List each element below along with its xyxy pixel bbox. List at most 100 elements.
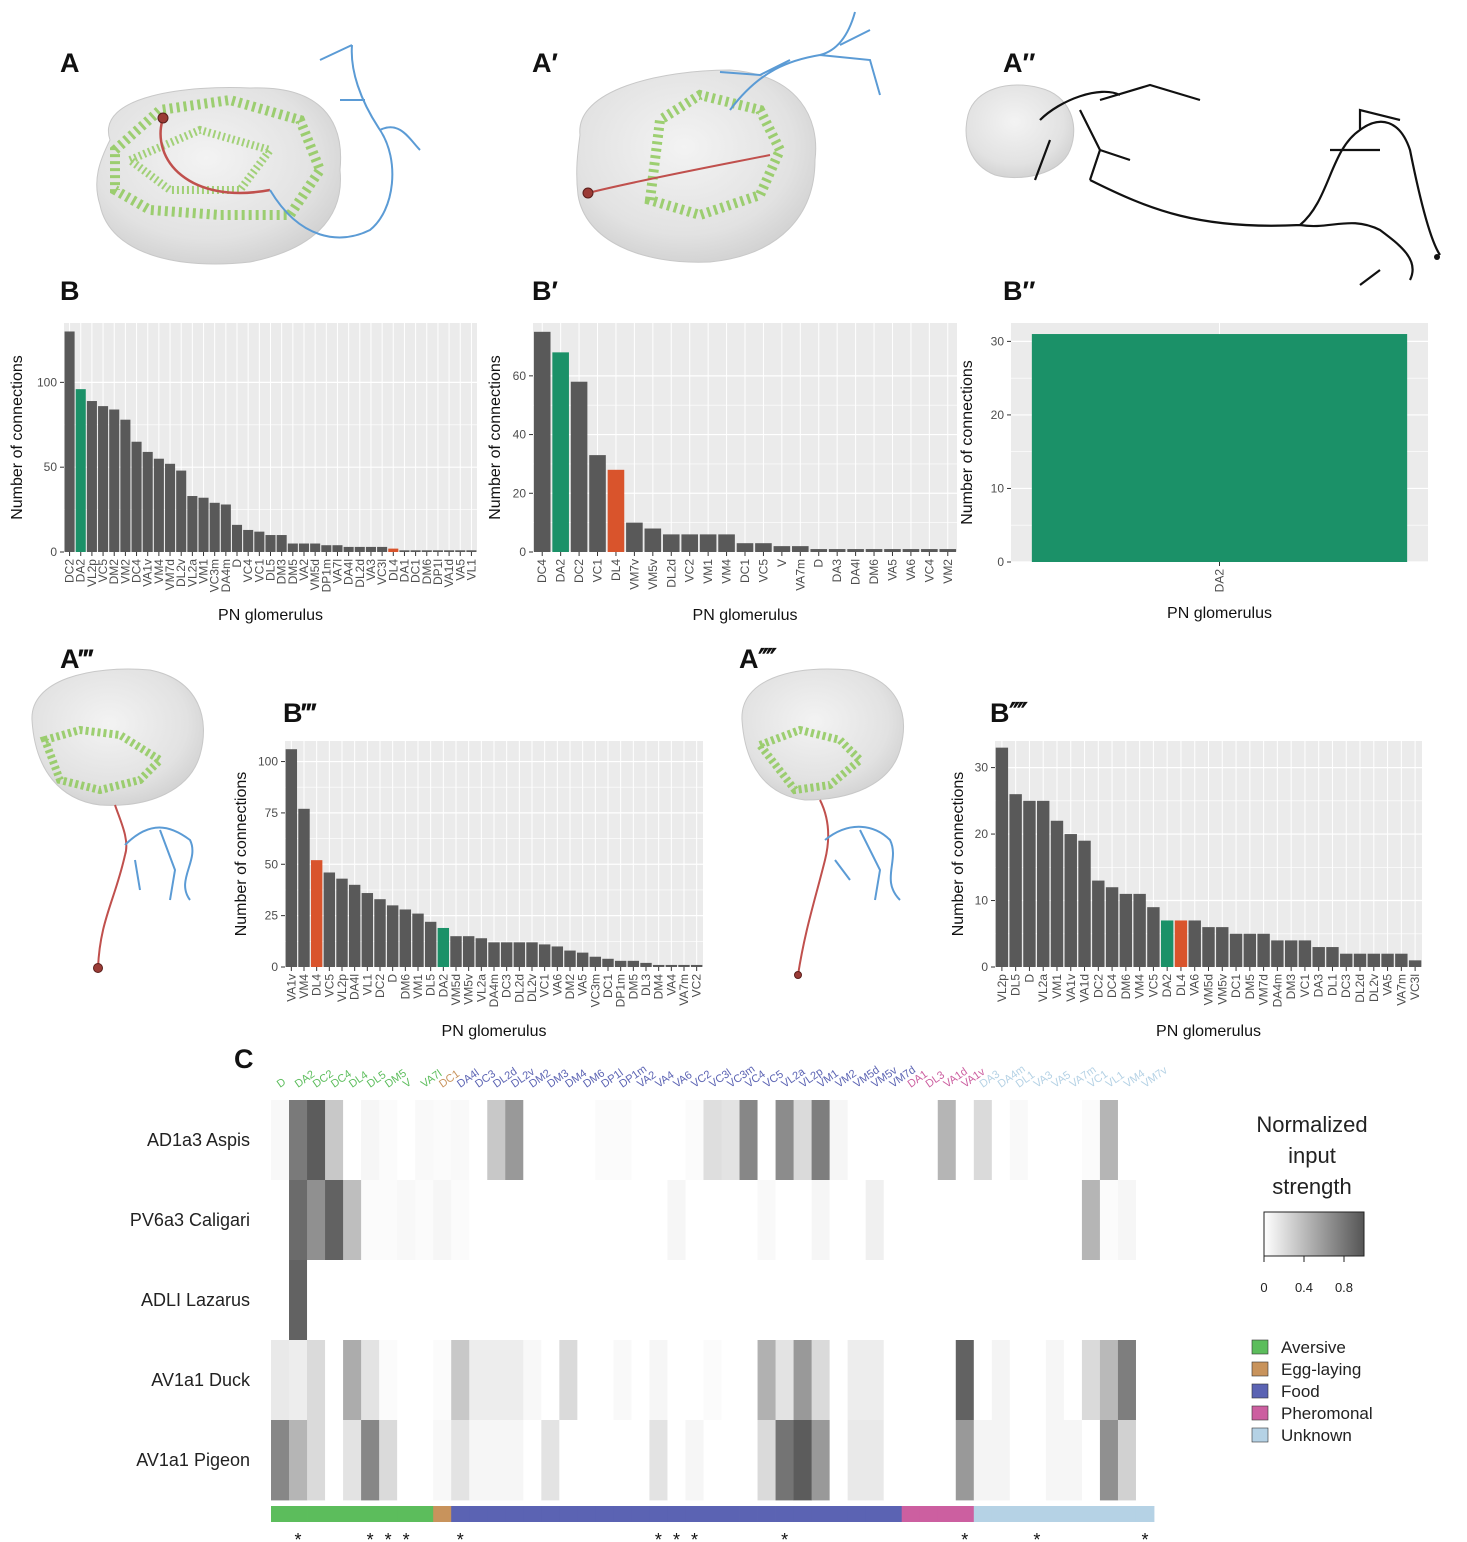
bar-DM6 xyxy=(1119,893,1133,967)
colorbar-tick-0: 0 xyxy=(1260,1280,1267,1295)
bar-VC1 xyxy=(538,944,551,967)
x-tick-label-VA1d: VA1d xyxy=(442,559,456,587)
bar-DL5 xyxy=(1009,794,1022,967)
heatmap-cell xyxy=(739,1260,758,1341)
legend-swatch-food xyxy=(1251,1383,1269,1399)
heatmap-cell xyxy=(343,1180,362,1261)
y-tick-label: 0 xyxy=(519,545,526,559)
heatmap-cell xyxy=(703,1180,722,1261)
group-bar-segment xyxy=(451,1506,470,1522)
group-bar-segment xyxy=(505,1506,524,1522)
bar-VM4 xyxy=(298,808,310,967)
neuron-illustration-a2 xyxy=(965,83,1441,286)
heatmap-cell xyxy=(1027,1420,1047,1501)
heatmap-cell xyxy=(307,1260,326,1341)
group-bar-segment xyxy=(1027,1506,1047,1522)
bar-VM1 xyxy=(412,913,424,967)
bar-DL5 xyxy=(424,921,437,967)
heatmap-cell xyxy=(415,1260,434,1341)
heatmap-cell xyxy=(631,1340,650,1421)
group-bar-segment xyxy=(973,1506,993,1522)
bar-DL3 xyxy=(640,962,652,967)
x-tick-label-VL2a: VL2a xyxy=(1036,974,1050,1002)
heatmap-cell xyxy=(361,1260,380,1341)
bar-DA4m xyxy=(1271,940,1284,967)
group-bar-segment xyxy=(577,1506,596,1522)
heatmap-row-label: AD1a3 Aspis xyxy=(147,1130,250,1150)
x-tick-label-DP1m: DP1m xyxy=(319,559,333,592)
significance-star: * xyxy=(367,1530,374,1542)
heatmap-cell xyxy=(1135,1340,1155,1421)
heatmap-cell xyxy=(613,1100,632,1181)
heatmap-cell xyxy=(433,1180,452,1261)
heatmap-cell xyxy=(487,1420,506,1501)
x-axis-title: PN glomerulus xyxy=(693,607,798,624)
heatmap-cell xyxy=(1117,1340,1137,1421)
heatmap-cell xyxy=(811,1180,831,1261)
group-legend: Aversive Egg-laying Food Pheromonal Unknown xyxy=(1251,1338,1373,1445)
x-tick-label-DA3: DA3 xyxy=(830,559,844,583)
x-tick-label-DC3: DC3 xyxy=(1339,974,1353,998)
heatmap-cell xyxy=(523,1260,542,1341)
x-tick-label-DL2d: DL2d xyxy=(353,559,367,588)
x-tick-label-VM5v: VM5v xyxy=(1215,974,1229,1005)
x-tick-label-VC1: VC1 xyxy=(252,559,266,583)
heatmap-cell xyxy=(307,1180,326,1261)
bar-DL4 xyxy=(607,469,625,552)
significance-star: * xyxy=(673,1530,680,1542)
x-tick-label-DL2d: DL2d xyxy=(1353,974,1367,1003)
heatmap-cell xyxy=(271,1340,290,1421)
heatmap-cell xyxy=(1045,1100,1065,1181)
panel-label-a3: A‴ xyxy=(60,644,93,674)
heatmap-cell xyxy=(757,1260,776,1341)
group-bar-segment xyxy=(397,1506,416,1522)
heatmap-cell xyxy=(1063,1260,1083,1341)
bar-DC4 xyxy=(533,331,551,552)
bar-VA3 xyxy=(365,546,376,552)
bar-DA2 xyxy=(1160,920,1174,967)
bar-DA4l xyxy=(847,549,864,552)
significance-star: * xyxy=(295,1530,302,1542)
bar-DA4m xyxy=(488,942,500,967)
group-bar-segment xyxy=(271,1506,290,1522)
x-tick-label-DA3: DA3 xyxy=(1312,974,1326,998)
x-tick-label-VA2: VA2 xyxy=(297,559,311,581)
heatmap-cell xyxy=(1117,1420,1137,1501)
group-bar-segment xyxy=(775,1506,794,1522)
heatmap-cell xyxy=(721,1260,740,1341)
heatmap-cell xyxy=(955,1180,975,1261)
bar-DC2 xyxy=(374,899,386,967)
significance-star: * xyxy=(961,1530,968,1542)
heatmap-cell xyxy=(919,1340,939,1421)
group-bar-segment xyxy=(1063,1506,1083,1522)
x-tick-label-DA4l: DA4l xyxy=(342,559,356,585)
heatmap-cell xyxy=(541,1100,560,1181)
x-tick-label-VA5: VA5 xyxy=(576,974,590,996)
significance-star: * xyxy=(457,1530,464,1542)
bar-VM5d xyxy=(1202,927,1215,967)
y-axis-title: Number of connections xyxy=(950,772,967,937)
group-bar-segment xyxy=(721,1506,740,1522)
heatmap-row-label: AV1a1 Pigeon xyxy=(136,1450,250,1470)
heatmap-cell xyxy=(289,1180,308,1261)
bar-VL2p xyxy=(86,401,97,552)
y-tick-label: 20 xyxy=(975,827,989,841)
y-axis-title: Number of connections xyxy=(233,772,250,937)
heatmap-cell xyxy=(739,1180,758,1261)
x-tick-label-VL2a: VL2a xyxy=(185,559,199,587)
y-tick-label: 0 xyxy=(271,960,278,974)
bar-chart-b2: 0 10 20 30 DA2 PN glomerulus Number of connect… xyxy=(959,323,1428,622)
heatmap-cell xyxy=(523,1340,542,1421)
bar-DL4 xyxy=(1174,920,1188,967)
x-tick-label-DL2v: DL2v xyxy=(1367,974,1381,1002)
x-tick-label-DL2v: DL2v xyxy=(174,559,188,587)
heatmap-cell xyxy=(757,1100,776,1181)
x-tick-label-VM4: VM4 xyxy=(720,559,734,584)
heatmap-cell xyxy=(883,1420,903,1501)
bar-VM1 xyxy=(198,497,209,552)
heatmap-cell xyxy=(793,1180,813,1261)
heatmap-cell xyxy=(289,1260,308,1341)
heatmap-cell xyxy=(1009,1100,1029,1181)
heatmap-cell xyxy=(631,1100,650,1181)
bar-DA4l xyxy=(343,546,354,552)
